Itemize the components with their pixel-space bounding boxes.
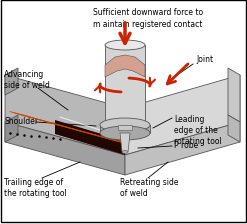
- Ellipse shape: [105, 40, 145, 50]
- Ellipse shape: [100, 126, 150, 140]
- Polygon shape: [105, 45, 145, 125]
- Polygon shape: [228, 115, 240, 142]
- Ellipse shape: [122, 151, 128, 153]
- Text: Shoulder: Shoulder: [4, 117, 38, 126]
- Polygon shape: [5, 115, 18, 142]
- Text: Sufficient downward force to
m aintain registered contact: Sufficient downward force to m aintain r…: [93, 8, 203, 29]
- Ellipse shape: [100, 118, 150, 132]
- Polygon shape: [5, 68, 18, 95]
- Text: Joint: Joint: [196, 56, 213, 65]
- Polygon shape: [105, 55, 145, 77]
- Text: Leading
edge of the
rotating tool: Leading edge of the rotating tool: [174, 115, 222, 146]
- Polygon shape: [5, 122, 125, 175]
- Polygon shape: [120, 133, 130, 152]
- Polygon shape: [100, 125, 150, 133]
- Polygon shape: [55, 120, 125, 155]
- Polygon shape: [125, 122, 240, 175]
- Polygon shape: [5, 75, 125, 155]
- Text: Advancing
side of weld: Advancing side of weld: [4, 70, 50, 90]
- Text: P robe: P robe: [174, 140, 198, 149]
- Polygon shape: [125, 75, 240, 155]
- Text: Trailing edge of
the rotating tool: Trailing edge of the rotating tool: [4, 178, 67, 198]
- Polygon shape: [118, 125, 132, 130]
- Polygon shape: [228, 68, 240, 122]
- Text: Retreating side
of weld: Retreating side of weld: [120, 178, 179, 198]
